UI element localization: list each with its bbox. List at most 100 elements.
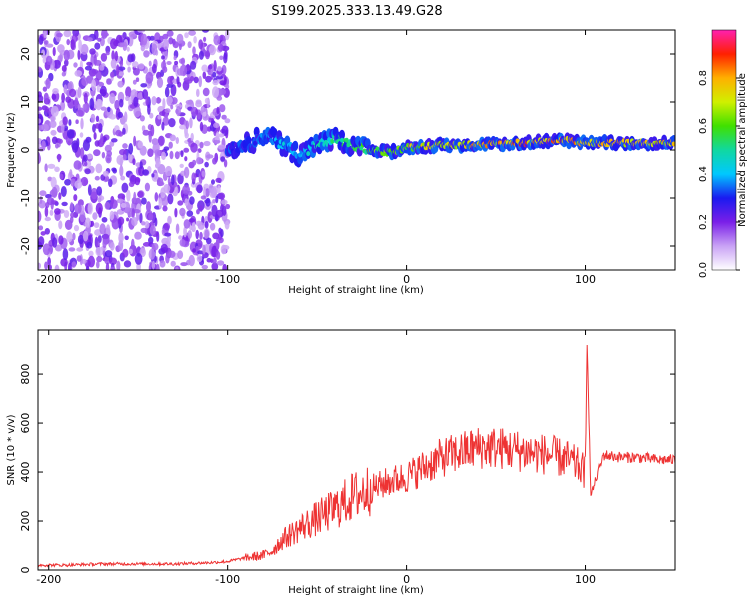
spectrogram-noise-cell [161,200,166,207]
colorbar-tick-label: 0.2 [698,214,709,230]
spectrogram-noise-cell [225,203,231,210]
spectrogram-noise-cell [137,140,144,149]
spectrogram-noise-cell [38,225,44,231]
spectrogram-noise-cell [95,70,102,81]
spectrogram-noise-cell [165,165,173,177]
spectrogram-noise-cell [175,105,181,117]
spectrogram-noise-cell [57,44,65,53]
spectrogram-noise-cell [177,250,184,260]
spectrogram-noise-cell [95,246,103,257]
spectrogram-noise-cell [68,247,76,252]
spectrogram-noise-cell [73,194,78,202]
spectrogram-noise-cell [111,50,115,61]
spectrogram-noise-cell [219,104,226,113]
spectrogram-noise-cell [82,154,88,162]
spectrogram-noise-cell [202,71,207,80]
spectrogram-noise-cell [216,106,220,115]
spectrogram-noise-cell [117,80,124,88]
colorbar-panel: 0.0 0.2 0.4 0.6 0.8 Normalized spectral ampl… [698,29,748,278]
spectrogram-noise-cell [201,64,208,72]
spectrogram-noise-cell [116,198,124,204]
spectrogram-noise-cell [49,209,54,216]
spectrogram-noise-cell [110,58,117,69]
spectrogram-y-tick-label: 20 [19,47,32,61]
spectrogram-noise-cell [170,104,174,110]
spectrogram-noise-cell [100,106,107,111]
spectrogram-noise-cell [49,120,57,128]
colorbar-tick-label: 0.4 [698,166,709,182]
spectrogram-noise-cell [58,138,63,144]
spectrogram-noise-cell [57,153,61,163]
spectrogram-noise-cell [204,229,210,239]
spectrogram-noise-cell [100,53,108,62]
spectrogram-noise-cell [190,132,194,142]
spectrogram-noise-cell [134,253,143,265]
spectrogram-noise-cell [208,64,213,70]
spectrogram-noise-cell [160,243,168,253]
spectrogram-noise-cell [156,181,165,186]
spectrogram-noise-cell [87,255,95,268]
spectrogram-noise-cell [80,117,84,130]
spectrogram-noise-cell [218,192,226,200]
spectrogram-noise-cell [76,247,84,252]
spectrogram-noise-cell [180,57,186,65]
spectrogram-y-axis-label: Frequency (Hz) [6,112,17,188]
spectrogram-noise-cell [145,95,149,106]
spectrogram-noise-cell [122,41,128,51]
spectrogram-noise-cell [191,221,196,232]
spectrogram-x-tick-label: 0 [403,273,410,286]
spectrogram-noise-cell [209,222,216,231]
spectrogram-noise-cell [195,220,202,227]
spectrogram-noise-cell [195,229,199,240]
spectrogram-noise-cell [139,161,143,169]
spectrogram-noise-cell [82,230,89,242]
spectrogram-noise-cell [101,151,106,159]
spectrogram-noise-cell [192,159,197,166]
spectrogram-noise-cell [176,76,180,85]
spectrogram-noise-cell [128,31,137,38]
spectrogram-noise-cell [68,119,72,126]
spectrogram-noise-cell [155,263,160,270]
spectrogram-noise-cell [212,157,217,165]
spectrogram-noise-cell [114,50,119,62]
spectrogram-noise-cell [196,157,203,165]
spectrogram-noise-cell [206,237,212,245]
spectrogram-noise-cell [220,244,227,255]
spectrogram-noise-cell [80,43,89,55]
spectrogram-noise-cell [87,202,93,215]
spectrogram-noise-cell [176,33,184,44]
spectrogram-noise-cell [108,178,113,188]
spectrogram-noise-cell [199,205,203,212]
spectrogram-noise-cell [208,44,216,56]
spectrogram-noise-cell [84,217,91,228]
spectrogram-noise-cell [213,60,217,72]
spectrogram-noise-cell [77,234,84,245]
spectrogram-noise-cell [202,87,210,97]
spectrogram-noise-cell [70,39,75,50]
spectrogram-noise-cell [148,212,154,221]
spectrogram-noise-cell [110,266,116,270]
spectrogram-noise-cell [183,219,191,229]
spectrogram-noise-cell [115,129,122,137]
spectrogram-noise-cell [137,92,144,99]
spectrogram-noise-cell [102,239,107,249]
spectrogram-noise-cell [117,111,123,118]
spectrogram-noise-cell [167,215,172,225]
spectrogram-noise-cell [168,118,176,128]
spectrogram-noise-cell [146,201,151,213]
spectrogram-noise-cell [198,50,204,60]
spectrogram-noise-cell [162,38,169,50]
spectrogram-noise-cell [189,196,195,205]
spectrogram-noise-cell [177,173,184,185]
spectrogram-noise-cell [149,35,155,41]
spectrogram-noise-cell [143,50,150,58]
spectrogram-noise-cell [78,39,82,52]
spectrogram-noise-cell [109,210,115,221]
spectrogram-noise-cell [124,111,128,123]
spectrogram-noise-cell [190,60,197,70]
spectrogram-noise-cell [38,118,42,124]
spectrogram-noise-cell [188,254,195,267]
spectrogram-noise-cell [46,43,54,48]
spectrogram-noise-cell [128,248,133,255]
